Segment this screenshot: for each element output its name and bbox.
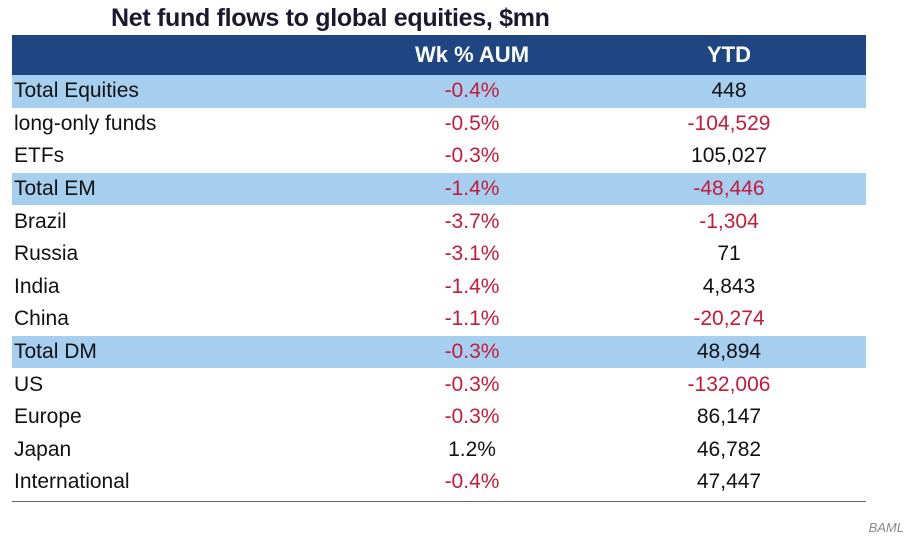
row-ytd: -20,274 <box>693 307 765 331</box>
table-row: Europe -0.3% 86,147 <box>12 401 866 434</box>
table-row: China -1.1% -20,274 <box>12 303 866 336</box>
table-row-total: Total EM -1.4% -48,446 <box>12 172 866 206</box>
table-row: Japan 1.2% 46,782 <box>12 434 866 467</box>
row-label: Russia <box>14 242 79 266</box>
row-wk-aum: -3.1% <box>444 242 500 266</box>
row-ytd: 86,147 <box>696 405 762 429</box>
row-wk-aum: -0.3% <box>444 372 500 396</box>
row-ytd: 48,894 <box>696 340 762 364</box>
table-row-total: Total Equities -0.4% 448 <box>12 75 866 108</box>
row-label: Total EM <box>14 177 96 201</box>
row-label: Total DM <box>14 340 97 364</box>
row-label: long-only funds <box>14 111 157 135</box>
table-row: US -0.3% -132,006 <box>12 368 866 401</box>
table-body: Total Equities -0.4% 448 long-only funds -0.… <box>12 75 866 499</box>
source-label: BAML <box>868 520 904 535</box>
row-ytd: 46,782 <box>696 437 762 461</box>
row-ytd: 105,027 <box>691 144 767 168</box>
row-wk-aum: -3.7% <box>444 209 500 233</box>
table-row: Russia -3.1% 71 <box>12 238 866 271</box>
row-ytd: -48,446 <box>693 177 765 201</box>
row-ytd: 47,447 <box>696 470 762 494</box>
row-label: Brazil <box>14 209 67 233</box>
row-wk-aum: -0.4% <box>444 79 500 103</box>
row-label: ETFs <box>14 144 65 168</box>
table-row-total: Total DM -0.3% 48,894 <box>12 335 866 369</box>
row-ytd: 4,843 <box>702 274 756 298</box>
row-label: China <box>14 307 69 331</box>
table-row: long-only funds -0.5% -104,529 <box>12 108 866 141</box>
row-label: Europe <box>14 405 82 429</box>
row-wk-aum: -1.1% <box>444 307 500 331</box>
row-label: International <box>14 470 130 494</box>
row-wk-aum: 1.2% <box>448 437 496 461</box>
row-label: India <box>14 274 60 298</box>
table-row: India -1.4% 4,843 <box>12 271 866 304</box>
row-ytd: -132,006 <box>687 372 771 396</box>
table-bottom-rule <box>12 501 866 502</box>
row-wk-aum: -1.4% <box>444 177 500 201</box>
chart-title: Net fund flows to global equities, $mn <box>111 4 550 32</box>
table-row: Brazil -3.7% -1,304 <box>12 205 866 238</box>
row-ytd: -1,304 <box>699 209 759 233</box>
row-wk-aum: -0.5% <box>444 111 500 135</box>
row-label: US <box>14 372 44 396</box>
row-wk-aum: -0.3% <box>444 144 500 168</box>
row-wk-aum: -0.4% <box>444 470 500 494</box>
row-wk-aum: -0.3% <box>444 340 500 364</box>
table-row: International -0.4% 47,447 <box>12 466 866 499</box>
row-label: Japan <box>14 437 72 461</box>
header-ytd: YTD <box>707 42 751 67</box>
row-ytd: -104,529 <box>687 111 771 135</box>
row-wk-aum: -0.3% <box>444 405 500 429</box>
row-wk-aum: -1.4% <box>444 274 500 298</box>
row-ytd: 448 <box>711 79 747 103</box>
table-row: ETFs -0.3% 105,027 <box>12 140 866 173</box>
header-wk-aum: Wk % AUM <box>414 42 530 67</box>
row-label: Total Equities <box>14 79 139 103</box>
row-ytd: 71 <box>717 242 741 266</box>
fund-flows-table: Wk % AUM YTD Total Equities -0.4% 448 long-… <box>12 35 866 499</box>
table-header: Wk % AUM YTD <box>12 35 866 75</box>
